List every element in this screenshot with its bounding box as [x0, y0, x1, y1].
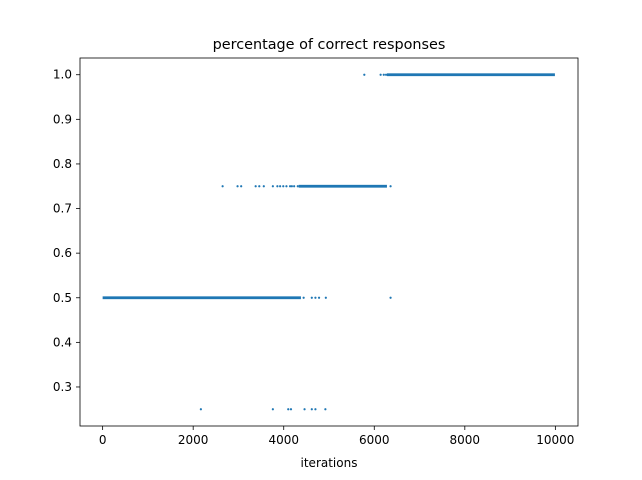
data-point — [276, 185, 279, 188]
data-point — [379, 73, 382, 76]
data-point — [287, 408, 290, 411]
data-point — [296, 185, 299, 188]
data-point — [303, 408, 306, 411]
x-tick-label: 10000 — [536, 433, 574, 447]
data-point — [285, 185, 288, 188]
chart-title: percentage of correct responses — [213, 37, 446, 53]
data-point — [271, 185, 274, 188]
data-point — [240, 185, 243, 188]
x-tick-label: 2000 — [178, 433, 209, 447]
data-point — [389, 185, 392, 188]
data-point — [221, 185, 224, 188]
x-tick-label: 8000 — [450, 433, 481, 447]
data-point — [290, 185, 293, 188]
y-tick-label: 0.3 — [53, 380, 72, 394]
data-point — [279, 185, 282, 188]
data-point — [271, 408, 274, 411]
data-point — [310, 408, 313, 411]
x-tick-label: 6000 — [359, 433, 390, 447]
x-axis-label: iterations — [301, 456, 358, 470]
data-point — [314, 296, 317, 299]
data-point — [302, 296, 305, 299]
plot-area — [79, 57, 579, 427]
data-point — [324, 296, 327, 299]
data-point — [384, 73, 388, 76]
x-axis: 0 2000 4000 6000 8000 10000 — [99, 426, 574, 447]
data-point — [288, 185, 292, 188]
x-tick-label: 4000 — [268, 433, 299, 447]
y-tick-label: 0.4 — [53, 335, 72, 349]
data-point — [310, 296, 313, 299]
y-axis: 0.3 0.4 0.5 0.6 0.7 0.8 0.9 1.0 — [53, 68, 80, 394]
data-point — [236, 185, 239, 188]
data-point — [293, 185, 296, 188]
y-tick-label: 0.8 — [53, 157, 72, 171]
x-tick-label: 0 — [99, 433, 107, 447]
data-point — [382, 73, 385, 76]
y-tick-label: 0.6 — [53, 246, 72, 260]
y-tick-label: 1.0 — [53, 68, 72, 82]
data-point — [289, 408, 293, 411]
data-point — [199, 408, 202, 411]
data-point — [254, 185, 257, 188]
data-point — [389, 296, 392, 299]
dense-point-band — [298, 184, 387, 188]
data-point — [317, 296, 321, 299]
data-point — [258, 185, 261, 188]
y-tick-label: 0.7 — [53, 202, 72, 216]
dense-point-band — [102, 296, 301, 300]
data-point — [363, 73, 366, 76]
data-points — [102, 73, 555, 411]
data-point — [314, 408, 317, 411]
data-point — [262, 185, 265, 188]
dense-point-band — [386, 73, 555, 77]
data-point — [282, 185, 285, 188]
data-point — [324, 408, 327, 411]
y-tick-label: 0.9 — [53, 112, 72, 126]
y-tick-label: 0.5 — [53, 291, 72, 305]
